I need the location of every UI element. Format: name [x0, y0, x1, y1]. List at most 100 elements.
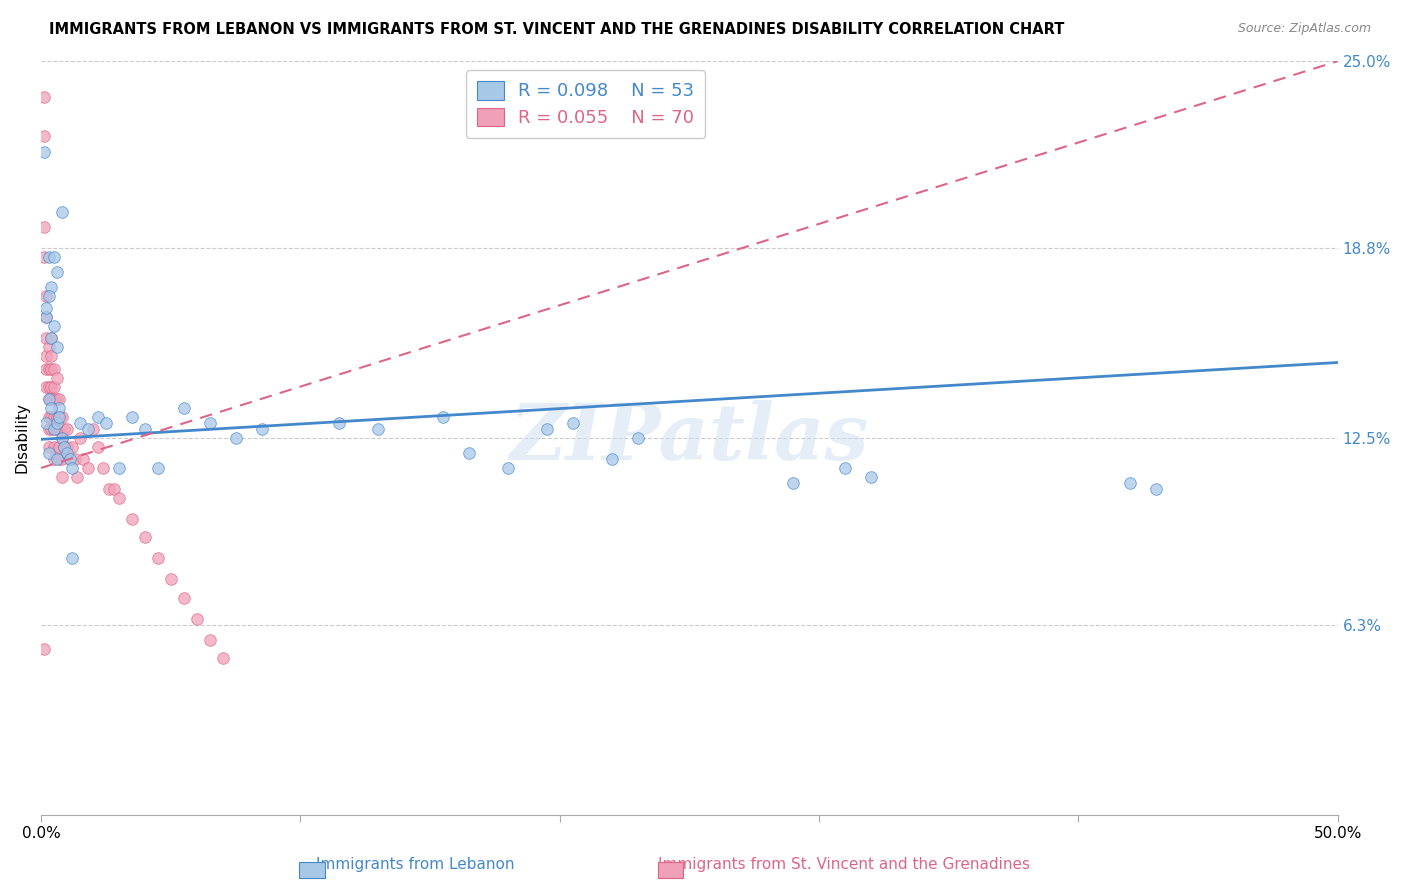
Point: [38, 440, 60, 454]
Point: [38, 289, 60, 303]
Point: [42, 451, 65, 466]
Point: [41, 401, 63, 415]
Point: [38, 392, 60, 406]
Point: [173, 401, 195, 415]
Point: [198, 632, 221, 647]
Point: [45, 416, 67, 430]
Point: [121, 409, 143, 424]
Point: [48, 409, 70, 424]
Point: [53, 422, 76, 436]
Point: [146, 461, 169, 475]
Point: [69, 416, 91, 430]
Point: [66, 470, 89, 484]
Point: [93, 461, 115, 475]
Point: [32, 219, 55, 234]
Point: [600, 451, 623, 466]
Point: [56, 446, 79, 460]
Point: [159, 573, 181, 587]
Point: [48, 422, 70, 436]
Point: [87, 409, 110, 424]
Point: [32, 250, 55, 264]
Point: [53, 440, 76, 454]
Point: [51, 204, 73, 219]
Point: [51, 470, 73, 484]
Point: [42, 440, 65, 454]
Point: [41, 331, 63, 345]
Point: [56, 440, 79, 454]
Point: [41, 392, 63, 406]
Point: [1144, 482, 1167, 496]
Point: [51, 431, 73, 445]
Point: [42, 361, 65, 376]
Point: [82, 422, 104, 436]
Point: [103, 482, 125, 496]
Point: [38, 422, 60, 436]
Point: [626, 431, 648, 445]
Point: [38, 409, 60, 424]
Point: [834, 461, 856, 475]
Y-axis label: Disability: Disability: [15, 402, 30, 474]
Point: [38, 446, 60, 460]
Point: [108, 491, 131, 505]
Point: [225, 431, 247, 445]
Point: [32, 641, 55, 656]
Point: [35, 350, 58, 364]
Point: [536, 422, 558, 436]
Point: [38, 392, 60, 406]
Point: [134, 422, 156, 436]
Point: [432, 409, 454, 424]
Point: [51, 451, 73, 466]
Point: [328, 416, 350, 430]
Point: [35, 331, 58, 345]
Point: [94, 416, 117, 430]
Point: [41, 422, 63, 436]
Point: [782, 476, 804, 491]
Text: Immigrants from Lebanon: Immigrants from Lebanon: [315, 857, 515, 872]
Point: [367, 422, 389, 436]
Legend: R = 0.098    N = 53, R = 0.055    N = 70: R = 0.098 N = 53, R = 0.055 N = 70: [465, 70, 706, 137]
Point: [35, 361, 58, 376]
Point: [458, 446, 481, 460]
Point: [38, 250, 60, 264]
Point: [72, 451, 94, 466]
Point: [48, 392, 70, 406]
Point: [60, 461, 83, 475]
Point: [59, 451, 82, 466]
Point: [198, 416, 221, 430]
Point: [42, 319, 65, 334]
Text: IMMIGRANTS FROM LEBANON VS IMMIGRANTS FROM ST. VINCENT AND THE GRENADINES DISABI: IMMIGRANTS FROM LEBANON VS IMMIGRANTS FR…: [49, 22, 1064, 37]
Point: [42, 422, 65, 436]
Point: [48, 440, 70, 454]
Point: [41, 331, 63, 345]
Point: [51, 409, 73, 424]
Point: [108, 461, 131, 475]
Point: [48, 451, 70, 466]
Text: ZIPatlas: ZIPatlas: [510, 400, 869, 476]
Point: [42, 250, 65, 264]
Point: [32, 90, 55, 104]
Point: [42, 379, 65, 393]
Point: [35, 310, 58, 325]
Point: [35, 289, 58, 303]
Point: [32, 145, 55, 159]
Point: [134, 530, 156, 544]
Point: [42, 409, 65, 424]
Point: [48, 401, 70, 415]
Point: [41, 361, 63, 376]
Point: [561, 416, 583, 430]
Point: [38, 379, 60, 393]
Point: [38, 361, 60, 376]
Point: [211, 650, 233, 665]
Point: [76, 422, 98, 436]
Point: [59, 451, 82, 466]
Point: [173, 591, 195, 605]
Point: [42, 392, 65, 406]
Point: [41, 350, 63, 364]
Point: [186, 612, 208, 626]
Point: [69, 431, 91, 445]
Point: [35, 301, 58, 316]
Point: [53, 440, 76, 454]
Point: [38, 340, 60, 354]
Point: [45, 409, 67, 424]
Point: [41, 409, 63, 424]
